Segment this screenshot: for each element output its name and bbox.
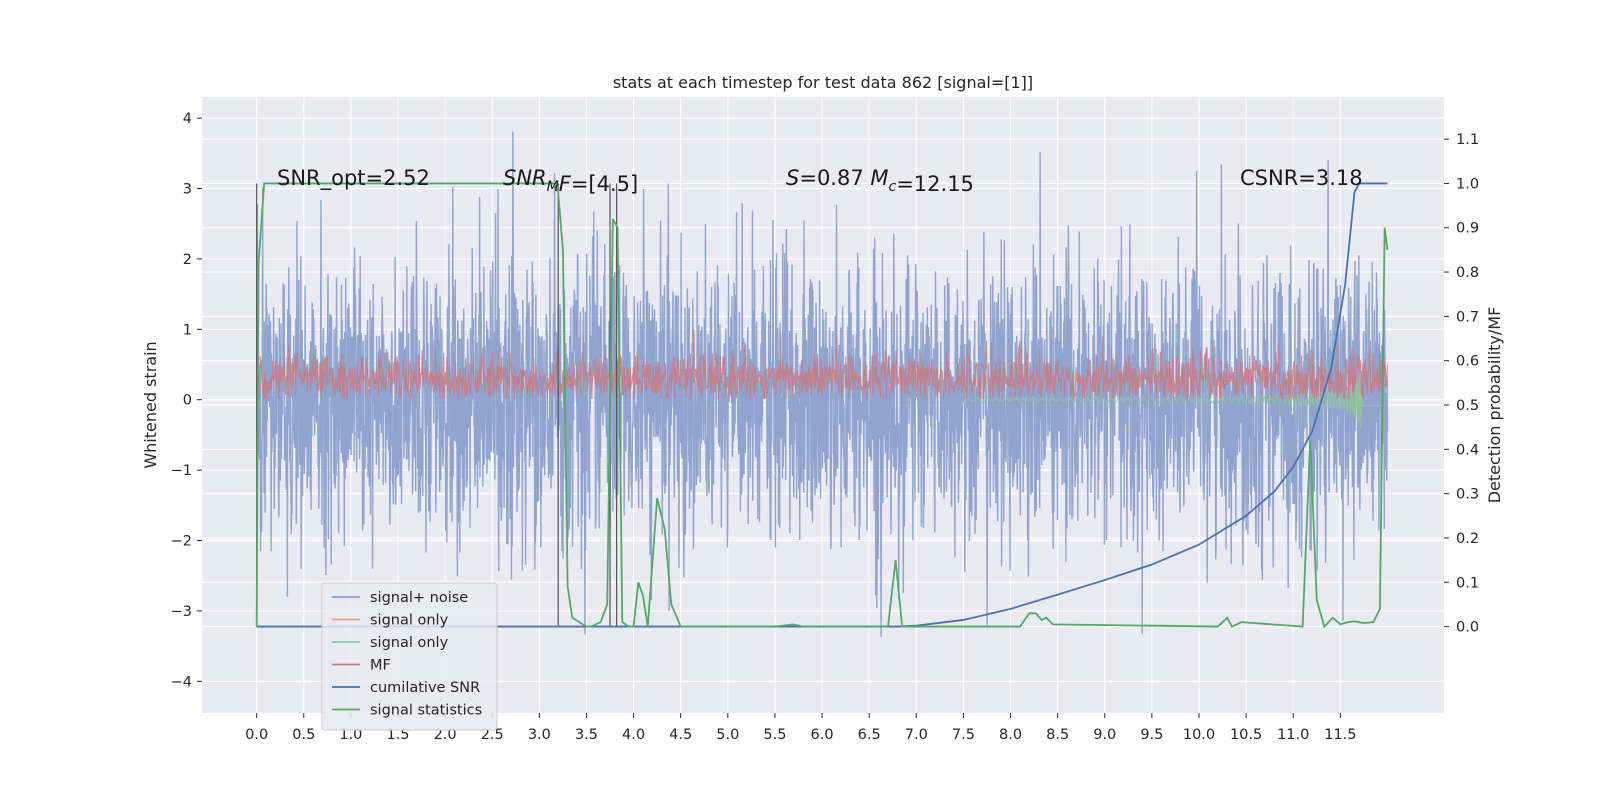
annotation-2: SNRMF=[4.5] — [503, 166, 638, 196]
x-tick-label: 5.0 — [716, 727, 739, 743]
x-tick-label: 10.0 — [1183, 727, 1215, 743]
legend-label: signal statistics — [370, 703, 482, 719]
annotation-4: CSNR=3.18 — [1240, 166, 1363, 190]
y2-tick-label: 1.1 — [1456, 132, 1479, 148]
y2-tick-label: 0.2 — [1456, 531, 1479, 547]
x-tick-label: 0.0 — [245, 727, 268, 743]
plot-layers — [255, 131, 1389, 638]
annotation-part: M — [547, 179, 559, 195]
annotation-part: S — [786, 166, 799, 190]
y2-tick-label: 0.9 — [1456, 221, 1479, 237]
legend: signal+ noise signal only signal only MF cum… — [321, 582, 498, 731]
legend-label: signal+ noise — [370, 590, 468, 606]
y-tick-label: 4 — [183, 111, 192, 127]
x-tick-label: 6.5 — [858, 727, 881, 743]
y2-tick-label: 0.8 — [1456, 265, 1479, 281]
y2-tick-label: 0.7 — [1456, 309, 1479, 325]
x-tick-label: 5.5 — [763, 727, 786, 743]
x-tick-label: 4.0 — [622, 727, 645, 743]
x-tick-label: 9.0 — [1093, 727, 1116, 743]
x-tick-label: 0.5 — [292, 727, 315, 743]
annotation-part: F — [559, 172, 572, 196]
annotation-part: CSNR=3.18 — [1240, 166, 1363, 190]
x-tick-label: 11.5 — [1324, 727, 1356, 743]
x-tick-label: 2.5 — [481, 727, 504, 743]
axes: 0.0 0.5 1.0 1.5 2.0 2.5 3.0 3.5 4.0 4.5 5.0 5.5 6.0 6… — [171, 111, 1479, 743]
x-tick-label: 4.5 — [669, 727, 692, 743]
y-tick-label: −2 — [171, 534, 192, 550]
x-tick-label: 10.5 — [1230, 727, 1262, 743]
annotation-part: M — [870, 166, 888, 190]
series-mf — [256, 329, 1389, 402]
y-tick-label: −4 — [171, 674, 192, 690]
legend-label: cumilative SNR — [370, 680, 480, 696]
x-tick-label: 1.5 — [386, 727, 409, 743]
x-tick-label: 7.0 — [905, 727, 928, 743]
annotation-part: =[4.5] — [571, 172, 638, 196]
x-tick-label: 9.5 — [1140, 727, 1163, 743]
legend-label: signal only — [370, 613, 449, 629]
y2-tick-label: 0.6 — [1456, 354, 1479, 370]
annotation-part: SNR_opt=2.52 — [277, 166, 430, 191]
annotation-part: SNR — [503, 166, 547, 190]
x-tick-label: 11.0 — [1277, 727, 1309, 743]
annotation-part: =0.87 — [799, 166, 870, 190]
annotation-3: S=0.87 Mc=12.15 — [786, 166, 974, 196]
x-tick-label: 8.5 — [1046, 727, 1069, 743]
annotation-part: c — [889, 179, 897, 195]
legend-label: signal only — [370, 635, 449, 651]
x-tick-label: 6.0 — [811, 727, 834, 743]
chart-title: stats at each timestep for test data 862… — [613, 73, 1033, 92]
annotations: SNR_opt=2.52 SNRMF=[4.5] S=0.87 Mc=12.15 CS… — [277, 166, 1363, 196]
annotation-part: =12.15 — [896, 172, 974, 196]
y-tick-label: −3 — [171, 604, 192, 620]
x-tick-label: 3.0 — [528, 727, 551, 743]
y2-tick-label: 0.4 — [1456, 442, 1479, 458]
y-tick-label: 3 — [183, 182, 192, 198]
y2-tick-label: 1.0 — [1456, 176, 1479, 192]
y2-tick-label: 0.1 — [1456, 575, 1479, 591]
y2-tick-label: 0.3 — [1456, 487, 1479, 503]
x-tick-label: 3.5 — [575, 727, 598, 743]
legend-label: MF — [370, 658, 391, 674]
y-tick-label: 2 — [183, 252, 192, 268]
x-tick-label: 1.0 — [339, 727, 362, 743]
annotation-1: SNR_opt=2.52 — [277, 166, 430, 191]
series-signal-statistics — [255, 182, 1389, 629]
x-tick-label: 2.0 — [434, 727, 457, 743]
x-tick-label: 7.5 — [952, 727, 975, 743]
y2-axis-label: Detection probability/MF — [1485, 307, 1504, 504]
legend-box — [321, 582, 498, 731]
y-tick-label: 1 — [183, 322, 192, 338]
y-tick-label: 0 — [183, 393, 192, 409]
y2-tick-label: 0.5 — [1456, 398, 1479, 414]
x-tick-label: 8.0 — [999, 727, 1022, 743]
y-tick-label: −1 — [171, 463, 192, 479]
series-signal-plus-noise — [255, 131, 1389, 638]
y2-tick-label: 0.0 — [1456, 620, 1479, 636]
y-axis-label: Whitened strain — [141, 341, 160, 468]
series-cumilative-snr — [256, 182, 1388, 628]
